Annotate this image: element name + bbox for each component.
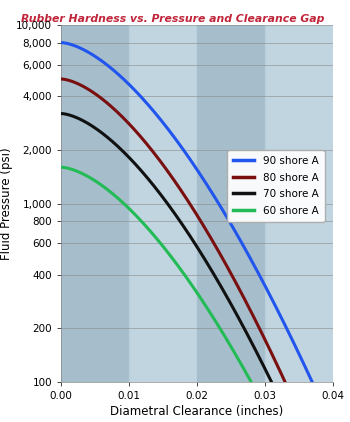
Bar xyxy=(129,25,197,382)
Bar xyxy=(61,25,129,382)
Y-axis label: Fluid Pressure (psi): Fluid Pressure (psi) xyxy=(0,147,13,260)
Bar xyxy=(197,25,265,382)
Bar xyxy=(265,25,332,382)
Text: Rubber Hardness vs. Pressure and Clearance Gap: Rubber Hardness vs. Pressure and Clearan… xyxy=(21,14,324,24)
X-axis label: Diametral Clearance (inches): Diametral Clearance (inches) xyxy=(110,405,284,418)
Legend: 90 shore A, 80 shore A, 70 shore A, 60 shore A: 90 shore A, 80 shore A, 70 shore A, 60 s… xyxy=(227,150,324,222)
